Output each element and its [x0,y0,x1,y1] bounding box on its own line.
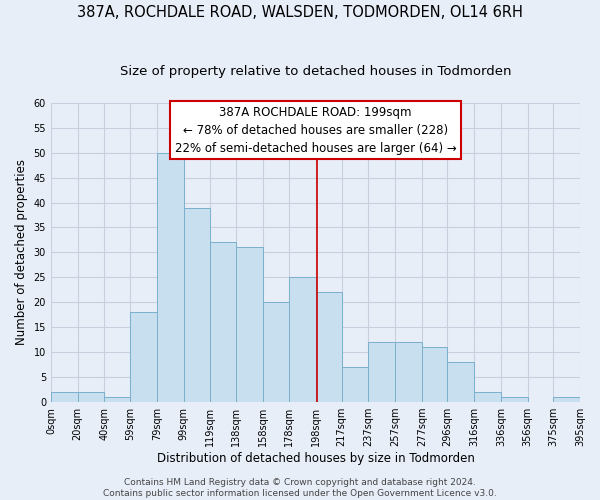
Bar [104,397,130,402]
Y-axis label: Number of detached properties: Number of detached properties [15,160,28,346]
Bar [263,302,289,402]
Bar [184,208,211,402]
Text: 387A ROCHDALE ROAD: 199sqm
← 78% of detached houses are smaller (228)
22% of sem: 387A ROCHDALE ROAD: 199sqm ← 78% of deta… [175,106,457,155]
Bar [78,392,104,402]
Bar [501,397,528,402]
Bar [130,312,157,402]
Title: Size of property relative to detached houses in Todmorden: Size of property relative to detached ho… [120,65,511,78]
Bar [395,342,422,402]
Bar [51,392,78,402]
Bar [422,347,448,402]
Bar [289,278,316,402]
Bar [553,397,580,402]
Bar [474,392,501,402]
X-axis label: Distribution of detached houses by size in Todmorden: Distribution of detached houses by size … [157,452,475,465]
Text: Contains HM Land Registry data © Crown copyright and database right 2024.
Contai: Contains HM Land Registry data © Crown c… [103,478,497,498]
Bar [157,152,184,402]
Bar [236,248,263,402]
Bar [341,367,368,402]
Bar [448,362,474,402]
Bar [316,292,341,402]
Text: 387A, ROCHDALE ROAD, WALSDEN, TODMORDEN, OL14 6RH: 387A, ROCHDALE ROAD, WALSDEN, TODMORDEN,… [77,5,523,20]
Bar [368,342,395,402]
Bar [211,242,236,402]
